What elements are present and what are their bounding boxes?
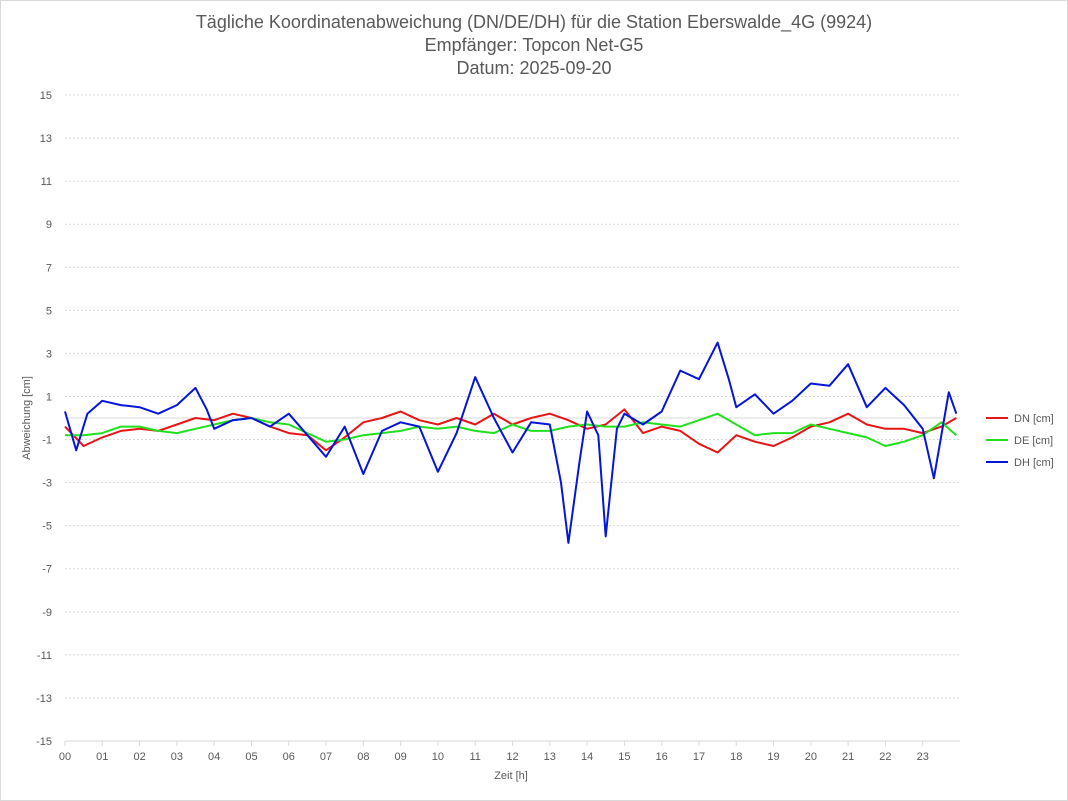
x-tick-label: 12 bbox=[506, 751, 518, 763]
x-tick-label: 09 bbox=[395, 751, 407, 763]
series-line-de bbox=[65, 412, 957, 447]
y-tick-label: 7 bbox=[46, 262, 52, 274]
y-tick-label: -15 bbox=[36, 736, 52, 748]
legend-label-dn: DN [cm] bbox=[1014, 413, 1054, 425]
y-tick-label: 11 bbox=[41, 176, 52, 188]
x-tick-label: 02 bbox=[133, 751, 145, 763]
y-tick-label: -9 bbox=[42, 607, 52, 619]
y-axis-ticks: 15 13 11 9 7 5 3 1 -1 -3 -5 -7 -9 -11 -13 -15 bbox=[36, 90, 52, 748]
y-tick-label: -5 bbox=[42, 521, 52, 533]
series-line-dn bbox=[64, 408, 957, 454]
legend: DN [cm] DE [cm] DH [cm] bbox=[986, 413, 1054, 469]
x-tick-label: 21 bbox=[842, 751, 854, 763]
x-tick-label: 19 bbox=[767, 751, 779, 763]
x-tick-label: 17 bbox=[693, 751, 705, 763]
y-tick-label: -11 bbox=[37, 650, 52, 662]
y-tick-label: 3 bbox=[46, 348, 52, 360]
x-tick-label: 23 bbox=[917, 751, 929, 763]
x-tick-label: 00 bbox=[59, 751, 71, 763]
x-tick-label: 16 bbox=[656, 751, 668, 763]
x-tick-label: 01 bbox=[96, 751, 108, 763]
x-tick-label: 10 bbox=[432, 751, 444, 763]
x-tick-label: 05 bbox=[245, 751, 257, 763]
y-tick-label: -13 bbox=[36, 693, 52, 705]
chart-title: Tägliche Koordinatenabweichung (DN/DE/DH… bbox=[195, 12, 873, 32]
legend-label-de: DE [cm] bbox=[1014, 435, 1053, 447]
y-tick-label: -3 bbox=[42, 478, 52, 490]
series-line-dh bbox=[64, 341, 958, 544]
x-tick-label: 22 bbox=[879, 751, 891, 763]
x-tick-label: 07 bbox=[320, 751, 332, 763]
x-tick-label: 11 bbox=[469, 751, 480, 763]
chart-date: Datum: 2025-09-20 bbox=[456, 58, 612, 78]
x-tick-label: 06 bbox=[283, 751, 295, 763]
legend-label-dh: DH [cm] bbox=[1014, 457, 1054, 469]
x-tick-label: 03 bbox=[171, 751, 183, 763]
chart-subtitle: Empfänger: Topcon Net-G5 bbox=[424, 35, 644, 55]
x-tick-label: 08 bbox=[357, 751, 369, 763]
y-tick-label: 13 bbox=[40, 133, 52, 145]
y-tick-label: 15 bbox=[40, 90, 52, 102]
y-tick-label: -1 bbox=[42, 435, 52, 447]
series-lines bbox=[64, 341, 958, 544]
x-tick-label: 18 bbox=[730, 751, 742, 763]
y-axis-label: Abweichung [cm] bbox=[21, 376, 33, 460]
gridlines bbox=[65, 94, 960, 742]
y-tick-label: 9 bbox=[46, 219, 52, 231]
x-tick-label: 04 bbox=[208, 751, 220, 763]
x-tick-label: 15 bbox=[618, 751, 630, 763]
x-tick-label: 13 bbox=[544, 751, 556, 763]
x-tick-label: 14 bbox=[581, 751, 593, 763]
x-tick-label: 20 bbox=[805, 751, 817, 763]
y-tick-label: 5 bbox=[46, 305, 52, 317]
y-tick-label: 1 bbox=[46, 391, 52, 403]
x-axis-ticks: 00 01 02 03 04 05 06 07 08 09 10 11 12 13 14 15 16 17 18 19… bbox=[59, 741, 929, 763]
y-tick-label: -7 bbox=[42, 564, 52, 576]
x-axis-label: Zeit [h] bbox=[494, 770, 528, 782]
